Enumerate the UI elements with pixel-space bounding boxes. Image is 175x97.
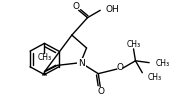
Text: CH₃: CH₃ <box>127 40 141 49</box>
Text: O: O <box>116 63 123 72</box>
Text: CH₃: CH₃ <box>37 53 51 62</box>
Text: CH₃: CH₃ <box>156 59 170 68</box>
Polygon shape <box>42 72 47 75</box>
Text: CH₃: CH₃ <box>147 73 161 82</box>
Text: N: N <box>78 59 85 68</box>
Text: O: O <box>98 87 105 96</box>
Text: O: O <box>72 2 79 11</box>
Text: OH: OH <box>105 5 119 14</box>
